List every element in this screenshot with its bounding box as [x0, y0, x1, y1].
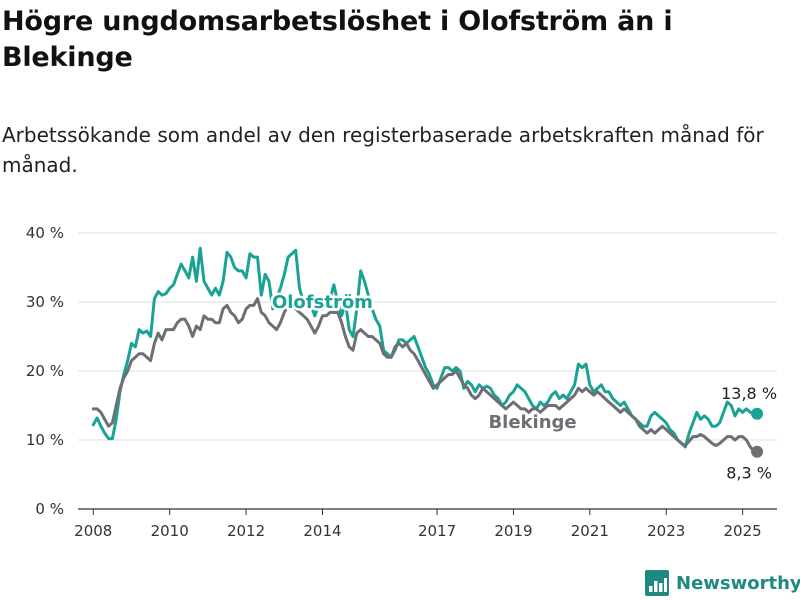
x-tick-label: 2012 [227, 522, 265, 540]
y-tick-label: 30 % [26, 293, 64, 311]
y-tick-label: 10 % [26, 431, 64, 449]
x-tick-label: 2025 [724, 522, 762, 540]
y-tick-label: 20 % [26, 362, 64, 380]
y-tick-label: 0 % [35, 500, 64, 518]
series-label-olofstrom: Olofström [272, 292, 373, 313]
y-tick-label: 40 % [26, 224, 64, 242]
newsworthy-brand: Newsworthy [644, 567, 800, 599]
x-tick-label: 2014 [303, 522, 341, 540]
series-lines [91, 246, 764, 458]
series-label-blekinge: Blekinge [488, 412, 576, 433]
brand-name: Newsworthy [676, 572, 800, 594]
end-value-label-blekinge: 8,3 % [726, 464, 772, 483]
x-tick-label: 2021 [571, 522, 609, 540]
x-tick-label: 2017 [418, 522, 456, 540]
x-tick-label: 2010 [151, 522, 189, 540]
end-value-label-olofstrom: 13,8 % [721, 384, 777, 403]
x-tick-label: 2023 [647, 522, 685, 540]
chart-title: Högre ungdomsarbetslöshet i Olofström än… [2, 6, 673, 73]
series-line-blekinge [91, 297, 756, 454]
chart-labels: 13,8 % 8,3 % Olofström Blekinge [269, 290, 777, 483]
axes: 0 % 10 % 20 % 30 % 40 % 2008 2010 2012 2014 2017 2… [26, 224, 762, 540]
gridlines [78, 232, 777, 510]
x-tick-label: 2019 [494, 522, 532, 540]
chart-subtitle: Arbetssökande som andel av den registerb… [2, 123, 764, 177]
newsworthy-logo-icon [645, 570, 669, 596]
series-line-olofstrom [91, 246, 756, 449]
end-point-olofstrom [751, 407, 764, 420]
end-point-blekinge [751, 445, 764, 458]
x-tick-label: 2008 [74, 522, 112, 540]
